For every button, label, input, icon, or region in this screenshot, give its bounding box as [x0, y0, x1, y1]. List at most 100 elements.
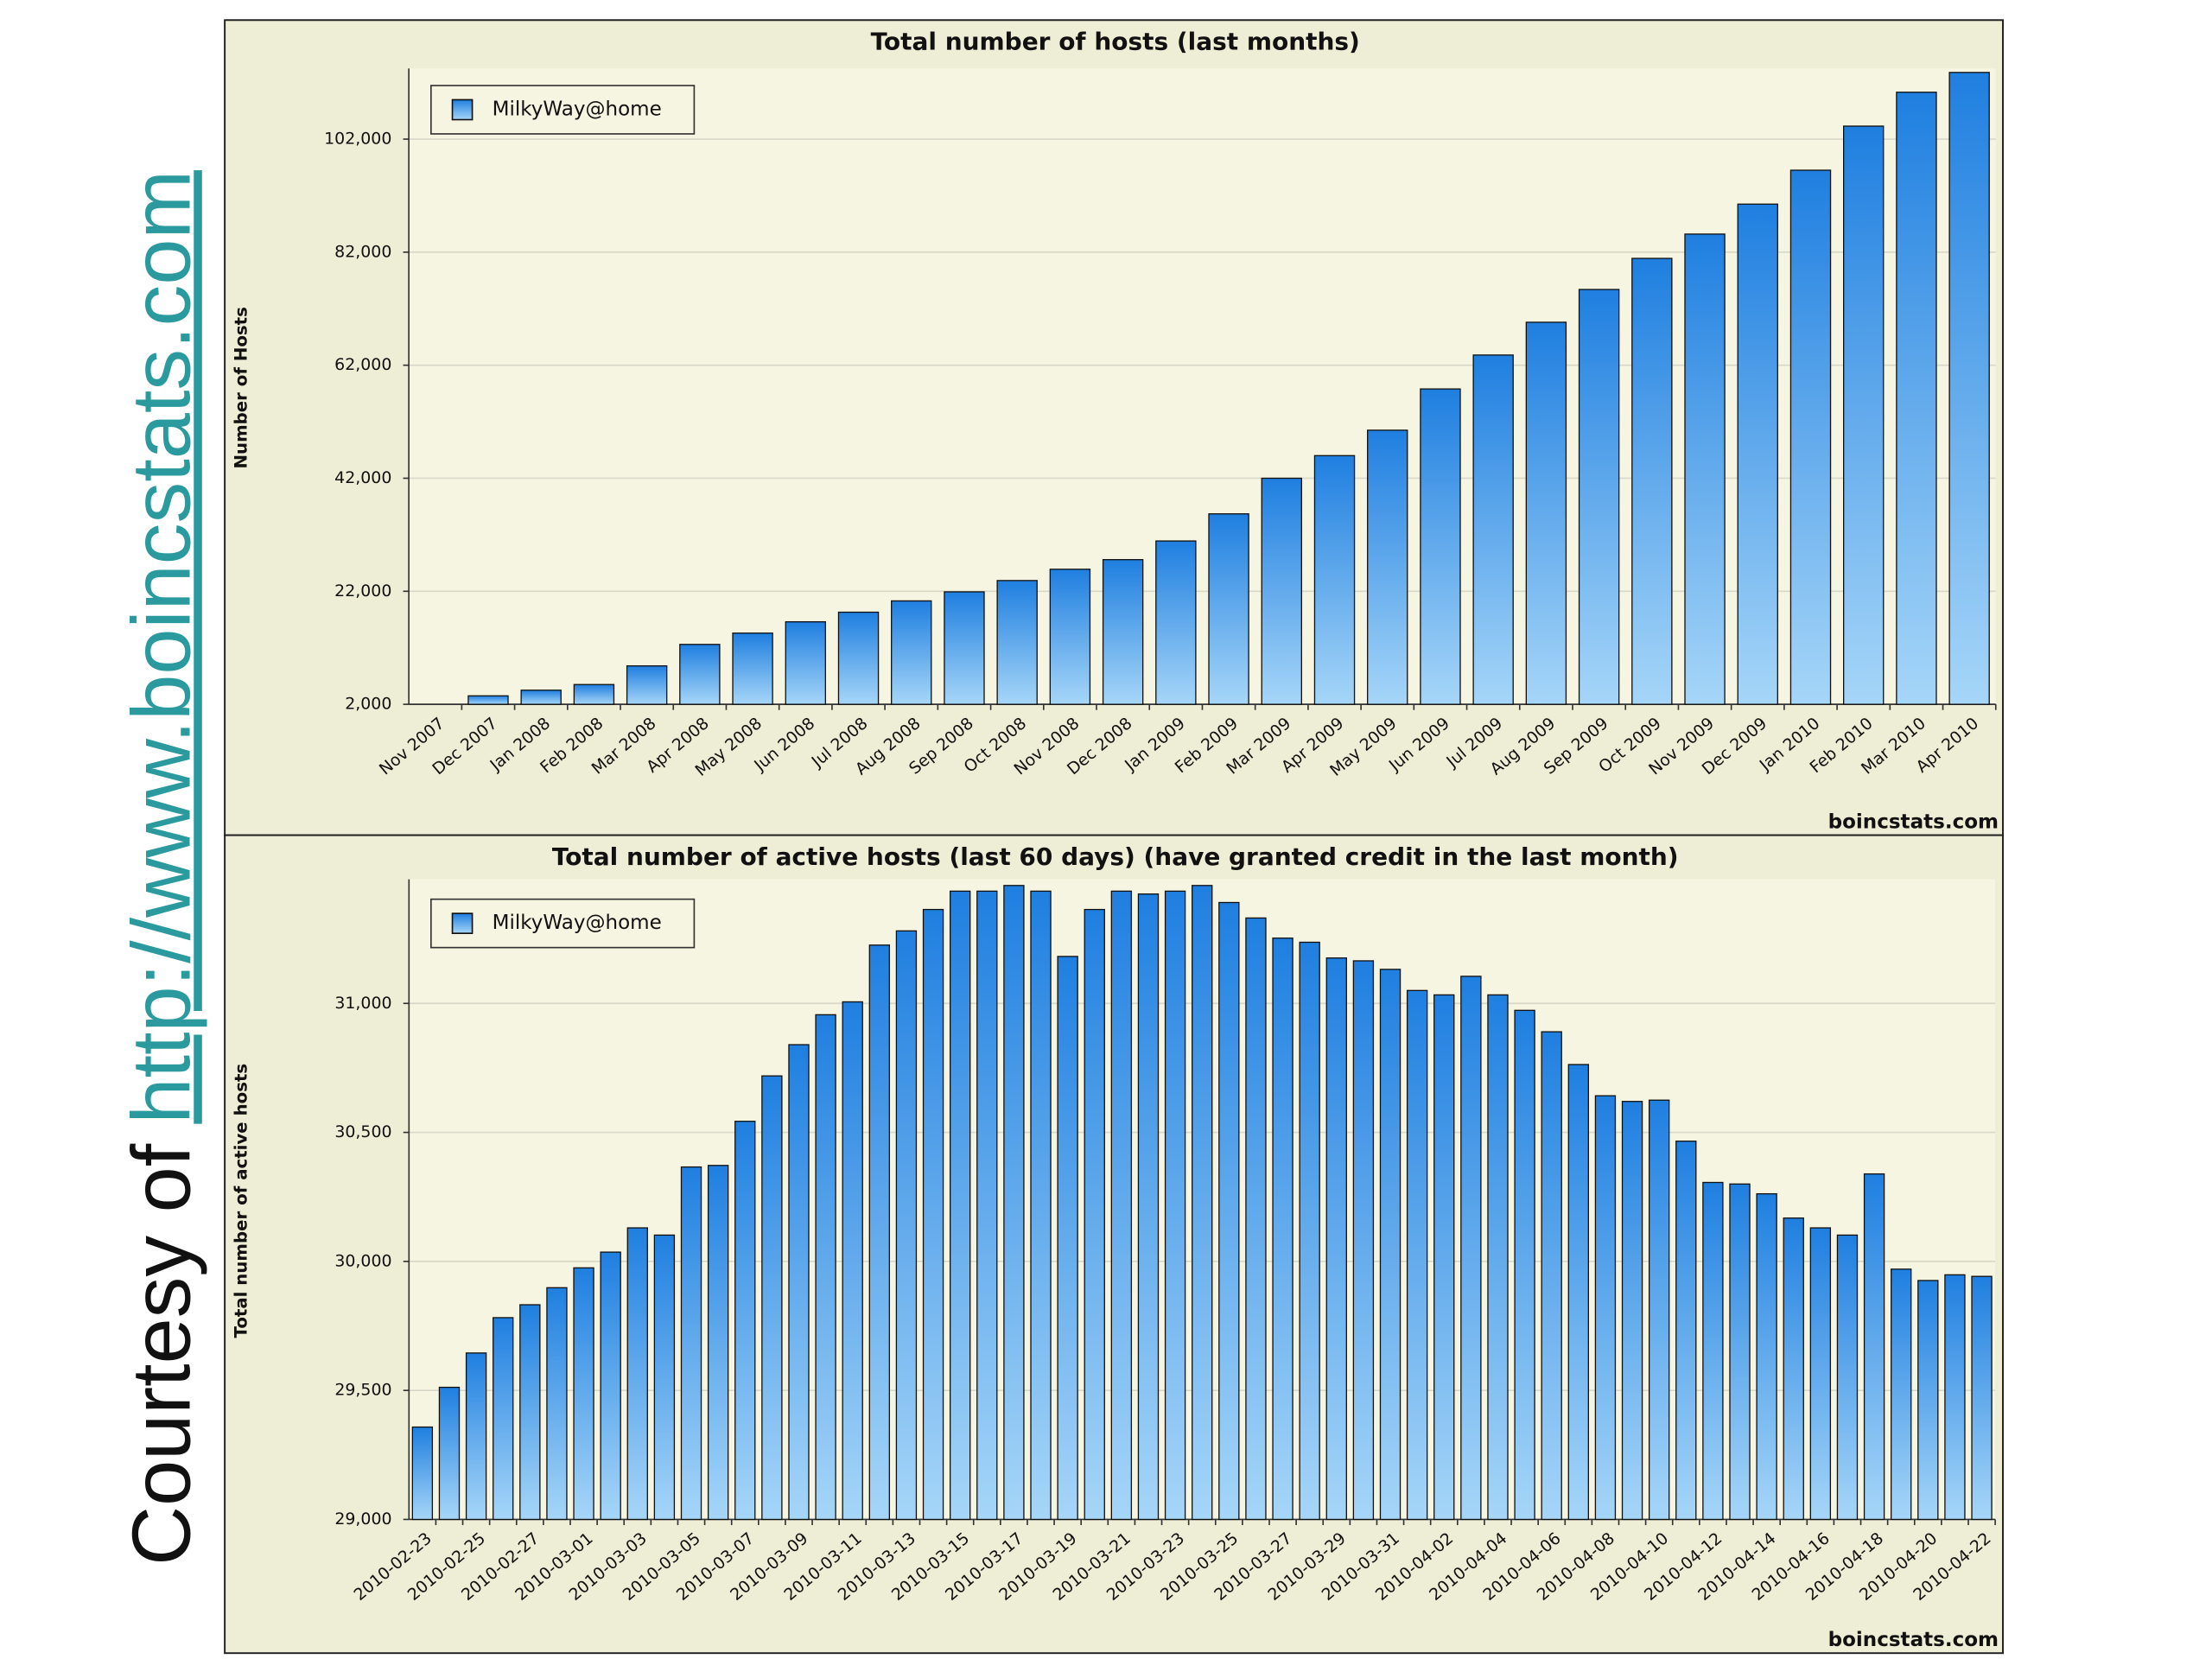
- bar: [1648, 1099, 1670, 1521]
- chart-title: Total number of active hosts (last 60 da…: [552, 842, 1679, 871]
- bar: [1137, 893, 1160, 1521]
- bar: [1003, 885, 1025, 1521]
- bar: [1261, 477, 1302, 705]
- bar: [520, 690, 562, 705]
- bar: [438, 1386, 461, 1521]
- bar: [626, 664, 668, 705]
- bar: [788, 1044, 810, 1521]
- bar: [573, 1267, 594, 1521]
- bar: [653, 1234, 676, 1521]
- bar: [1379, 969, 1402, 1521]
- y-tick-label: 22,000: [334, 582, 391, 601]
- bar: [1208, 513, 1249, 705]
- bar: [1789, 169, 1832, 705]
- bar: [976, 890, 998, 1521]
- bar: [1433, 994, 1455, 1521]
- bar: [785, 620, 827, 705]
- bar: [1896, 92, 1937, 705]
- bar: [1514, 1009, 1535, 1521]
- bar: [1836, 1234, 1859, 1521]
- bar: [1525, 321, 1567, 705]
- y-axis-label: Number of Hosts: [231, 307, 251, 468]
- bar: [1352, 960, 1375, 1521]
- bar: [1621, 1101, 1643, 1521]
- bar: [1420, 388, 1461, 705]
- bar: [1367, 429, 1408, 705]
- bar: [1891, 1268, 1912, 1521]
- courtesy-link[interactable]: http://www.boincstats.com: [116, 170, 207, 1124]
- bar: [1164, 890, 1186, 1521]
- bar: [411, 1426, 434, 1521]
- bar: [1325, 957, 1347, 1521]
- bar: [1487, 994, 1509, 1521]
- bar: [626, 1227, 648, 1521]
- y-tick-label: 30,000: [334, 1251, 391, 1270]
- bar: [1729, 1183, 1751, 1521]
- bar: [1843, 125, 1885, 705]
- source-label: boincstats.com: [1828, 810, 1999, 833]
- bar: [1299, 941, 1320, 1521]
- y-axis-label: Total number of active hosts: [231, 1064, 251, 1338]
- legend-swatch: [451, 99, 474, 121]
- bar: [868, 944, 891, 1521]
- bar: [1917, 1280, 1939, 1521]
- legend-label: MilkyWay@home: [493, 98, 662, 120]
- bar: [1594, 1095, 1617, 1521]
- bar: [1313, 454, 1356, 705]
- y-tick-label: 82,000: [334, 242, 391, 261]
- bar: [1245, 917, 1267, 1521]
- bar: [573, 683, 615, 705]
- y-tick-label: 102,000: [324, 130, 391, 149]
- bar: [815, 1014, 836, 1521]
- chart-panel: Total number of hosts (last months) Numbe…: [224, 19, 2004, 836]
- bar: [465, 1352, 487, 1521]
- bar: [1702, 1181, 1724, 1521]
- bar: [734, 1121, 756, 1521]
- y-tick-label: 42,000: [334, 468, 391, 487]
- bar: [1737, 203, 1778, 705]
- y-tick-label: 30,500: [334, 1122, 391, 1141]
- y-tick-label: 62,000: [334, 355, 391, 374]
- y-tick-label: 2,000: [345, 695, 391, 714]
- bar: [1084, 908, 1105, 1521]
- chart-title: Total number of hosts (last months): [871, 28, 1360, 56]
- legend-swatch: [451, 912, 474, 935]
- legend-label: MilkyWay@home: [493, 912, 662, 934]
- bar: [1030, 890, 1052, 1521]
- bar: [707, 1165, 729, 1521]
- bar: [1863, 1173, 1885, 1521]
- bar: [1155, 540, 1197, 705]
- courtesy: Courtesy of http://www.boincstats.com: [116, 170, 207, 1566]
- bar: [1272, 938, 1294, 1521]
- bar: [1971, 1275, 1993, 1521]
- bar: [493, 1317, 514, 1521]
- bar: [546, 1287, 568, 1521]
- y-tick-label: 29,000: [334, 1510, 391, 1529]
- bar: [944, 591, 985, 705]
- plot-background: [409, 68, 1996, 705]
- y-tick-label: 29,500: [334, 1381, 391, 1400]
- bar: [1472, 354, 1514, 705]
- chart-panel: Total number of active hosts (last 60 da…: [224, 834, 2004, 1655]
- bar: [922, 908, 944, 1521]
- bar: [1406, 989, 1428, 1521]
- bar: [519, 1304, 541, 1521]
- legend-box: [430, 85, 696, 135]
- bar: [1192, 885, 1213, 1521]
- legend-box: [430, 898, 696, 949]
- bar: [1944, 1274, 1966, 1521]
- bar: [1756, 1192, 1777, 1521]
- bar: [1578, 289, 1620, 705]
- bar: [1541, 1031, 1562, 1521]
- bar: [1218, 901, 1240, 1521]
- y-tick-label: 31,000: [334, 994, 391, 1013]
- bar: [1057, 956, 1078, 1521]
- bar: [1783, 1217, 1804, 1521]
- courtesy-text: Courtesy of: [116, 1143, 207, 1566]
- bar: [996, 580, 1038, 705]
- bar: [1567, 1064, 1590, 1521]
- bar: [761, 1075, 783, 1521]
- bar: [467, 695, 509, 705]
